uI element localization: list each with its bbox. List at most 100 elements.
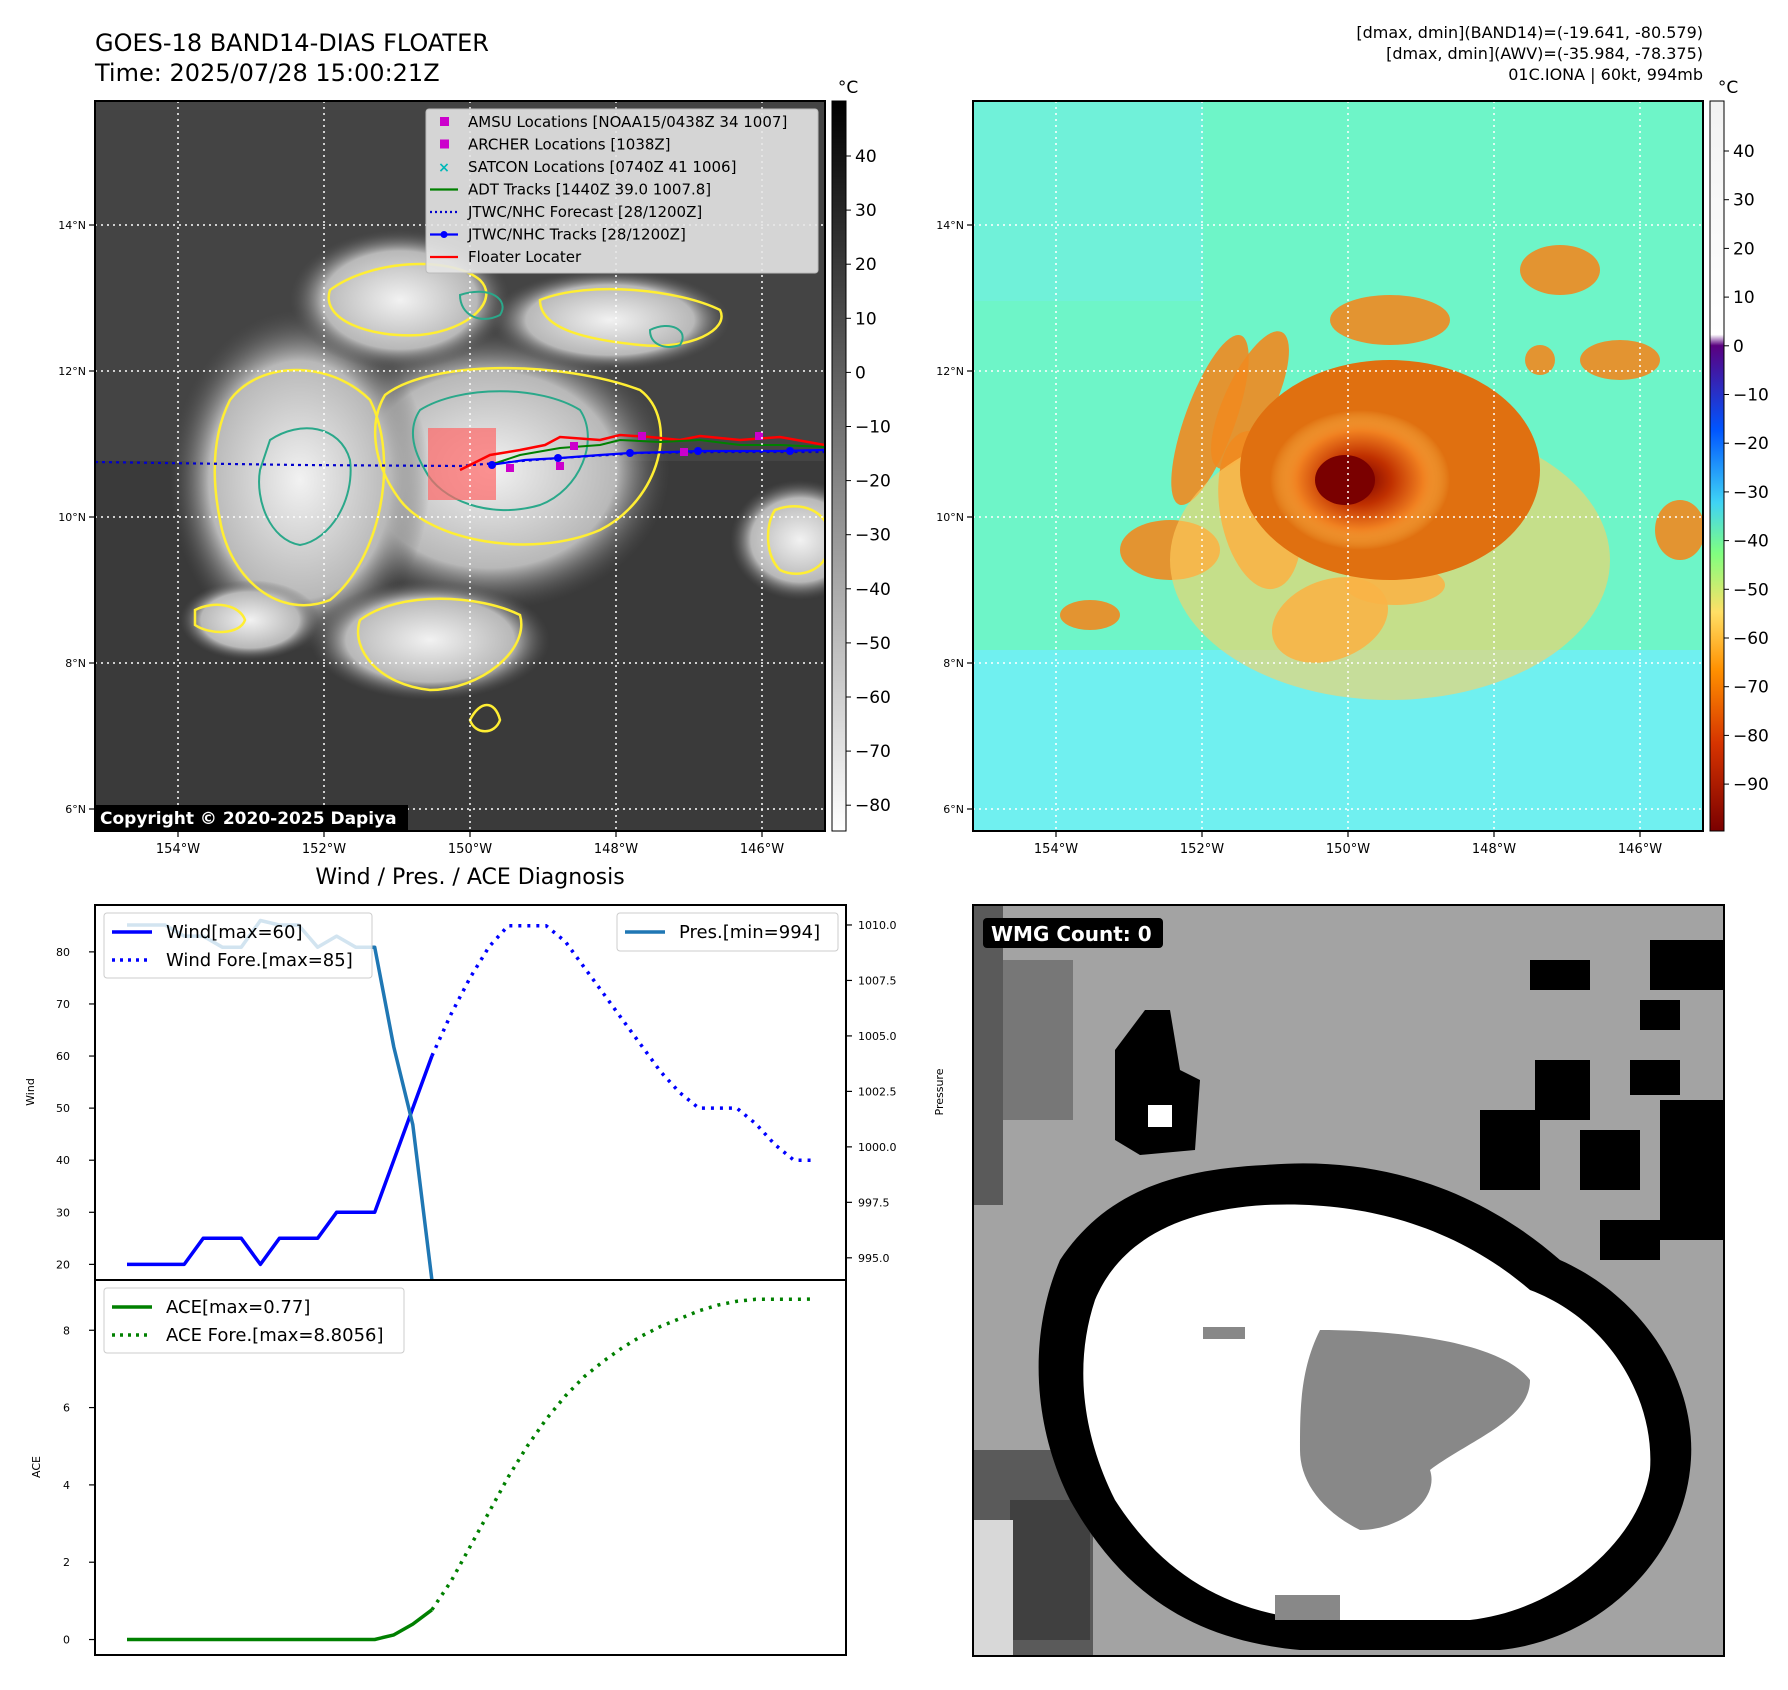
awv-map-panel: 154°W 152°W 150°W 148°W 146°W 14°N 12°N 10°N 8°…: [936, 100, 1704, 857]
figure-title: GOES-18 BAND14-DIAS FLOATER: [95, 29, 489, 57]
pressure-legend-label: Pres.[min=994]: [679, 922, 820, 943]
ir-legend-row: × SATCON Locations [0740Z 41 1006]: [438, 158, 736, 176]
colorbar-tick-label: −60: [1733, 629, 1769, 649]
legend-square-marker: [440, 117, 449, 126]
ir-legend-row: JTWC/NHC Forecast [28/1200Z]: [430, 203, 702, 221]
wind-tick-label: 50: [56, 1102, 70, 1115]
ace-axis-label: ACE: [30, 1456, 43, 1478]
pressure-tick-label: 1000.0: [858, 1141, 897, 1154]
lon-tick-label: 154°W: [1034, 842, 1078, 857]
ir-legend-row: ARCHER Locations [1038Z]: [440, 136, 671, 154]
lat-tick-label: 12°N: [936, 365, 964, 378]
ace-chart: 0 2 4 6 8 ACE ACE[max=0.77] ACE Fore.[max=8.…: [30, 1279, 847, 1656]
colorbar-tick-label: 0: [1733, 337, 1744, 357]
info-storm: 01C.IONA | 60kt, 994mb: [1508, 65, 1703, 84]
ir-legend: AMSU Locations [NOAA15/0438Z 34 1007] ARC…: [425, 108, 819, 274]
pressure-tick-label: 997.5: [858, 1196, 890, 1209]
ir-map-panel: AMSU Locations [NOAA15/0438Z 34 1007] ARC…: [58, 100, 826, 857]
copyright-label: Copyright © 2020-2025 Dapiya: [100, 809, 397, 829]
ir-legend-row: JTWC/NHC Tracks [28/1200Z]: [430, 226, 686, 244]
colorbar-tick-label: 40: [855, 147, 877, 167]
colorbar-tick-label: −10: [855, 418, 891, 438]
pressure-tick-label: 1002.5: [858, 1085, 897, 1098]
pressure-axis-label: Pressure: [933, 1068, 946, 1115]
colorbar-tick-label: −40: [855, 580, 891, 600]
pressure-tick-label: 1010.0: [858, 919, 897, 932]
wind-tick-label: 70: [56, 998, 70, 1011]
lat-tick-label: 8°N: [65, 657, 86, 670]
lon-tick-label: 146°W: [740, 842, 784, 857]
lon-tick-label: 154°W: [156, 842, 200, 857]
colorbar-tick-label: −70: [1733, 678, 1769, 698]
colorbar-tick-label: −30: [1733, 483, 1769, 503]
colorbar-tick-label: −60: [855, 688, 891, 708]
ir-legend-row: ADT Tracks [1440Z 39.0 1007.8]: [430, 181, 711, 199]
wind-tick-label: 20: [56, 1258, 70, 1271]
colorbar-tick-label: 30: [1733, 191, 1755, 211]
lat-tick-label: 12°N: [58, 365, 86, 378]
wind-tick-label: 30: [56, 1206, 70, 1219]
legend-x-marker: ×: [438, 160, 450, 176]
pressure-tick-label: 1007.5: [858, 974, 897, 987]
colorbar-tick-label: 30: [855, 201, 877, 221]
ace-legend-observed: ACE[max=0.77]: [166, 1297, 310, 1318]
lat-tick-label: 14°N: [58, 219, 86, 232]
lat-tick-label: 14°N: [936, 219, 964, 232]
lon-tick-label: 152°W: [1180, 842, 1224, 857]
colorbar-tick-label: 20: [1733, 239, 1755, 259]
ir-legend-label: ARCHER Locations [1038Z]: [468, 136, 671, 154]
colorbar-tick-label: 0: [855, 363, 866, 383]
lon-tick-label: 146°W: [1618, 842, 1662, 857]
colorbar-tick-label: 10: [1733, 288, 1755, 308]
lat-tick-label: 10°N: [936, 511, 964, 524]
diagnosis-title: Wind / Pres. / ACE Diagnosis: [315, 865, 624, 890]
colorbar-tick-label: −20: [1733, 434, 1769, 454]
colorbar-tick-label: −80: [1733, 726, 1769, 746]
figure-time: Time: 2025/07/28 15:00:21Z: [94, 59, 440, 87]
colorbar-tick-label: −20: [855, 472, 891, 492]
ace-tick-label: 0: [63, 1634, 70, 1647]
awv-colorbar: °C 40 30 20 10 0 −10 −20 −30 −40 −50 −60 −70 −80 −90: [1709, 78, 1769, 832]
ace-tick-label: 6: [63, 1402, 70, 1415]
colorbar-tick-label: 40: [1733, 142, 1755, 162]
ir-legend-label: AMSU Locations [NOAA15/0438Z 34 1007]: [468, 113, 787, 131]
colorbar-tick-label: −50: [855, 634, 891, 654]
legend-square-marker: [440, 139, 449, 149]
colorbar-tick-label: −10: [1733, 386, 1769, 406]
lon-tick-label: 150°W: [448, 842, 492, 857]
wind-legend-forecast: Wind Fore.[max=85]: [166, 950, 353, 971]
wind-tick-label: 80: [56, 946, 70, 959]
info-awv: [dmax, dmin](AWV)=(-35.984, -78.375): [1386, 44, 1703, 63]
wind-tick-label: 40: [56, 1154, 70, 1167]
colorbar-tick-label: −80: [855, 796, 891, 816]
wind-tick-label: 60: [56, 1050, 70, 1063]
colorbar-tick-label: 10: [855, 309, 877, 329]
ir-legend-label: JTWC/NHC Tracks [28/1200Z]: [467, 226, 686, 244]
legend-dot-marker: [440, 231, 448, 238]
wind-legend-observed: Wind[max=60]: [166, 922, 303, 943]
ir-legend-label: JTWC/NHC Forecast [28/1200Z]: [467, 203, 702, 221]
wind-axis-label: Wind: [24, 1078, 37, 1106]
series-line: [127, 1608, 433, 1642]
ir-legend-label: SATCON Locations [0740Z 41 1006]: [468, 158, 736, 176]
lat-tick-label: 8°N: [943, 657, 964, 670]
series-line: [430, 1297, 814, 1611]
lon-tick-label: 150°W: [1326, 842, 1370, 857]
ir-legend-row: Floater Locater: [430, 248, 582, 266]
wind-pressure-chart: 20 30 40 50 60 70 80 995.0 997.5 1000.0 1002.5 100…: [24, 904, 946, 1281]
series-line: [127, 1055, 434, 1267]
lat-tick-label: 10°N: [58, 511, 86, 524]
awv-colorbar-unit: °C: [1718, 78, 1738, 98]
ir-legend-label: Floater Locater: [468, 248, 582, 266]
pressure-legend: Pres.[min=994]: [616, 912, 839, 952]
colorbar-tick-label: −70: [855, 742, 891, 762]
colorbar-tick-label: −90: [1733, 775, 1769, 795]
wmg-panel: WMG Count: 0: [972, 904, 1725, 1657]
ace-tick-label: 2: [63, 1556, 70, 1569]
ir-legend-label: ADT Tracks [1440Z 39.0 1007.8]: [468, 181, 711, 199]
info-band14: [dmax, dmin](BAND14)=(-19.641, -80.579): [1356, 23, 1703, 42]
lon-tick-label: 152°W: [302, 842, 346, 857]
lon-tick-label: 148°W: [594, 842, 638, 857]
ir-legend-row: AMSU Locations [NOAA15/0438Z 34 1007]: [440, 113, 787, 131]
